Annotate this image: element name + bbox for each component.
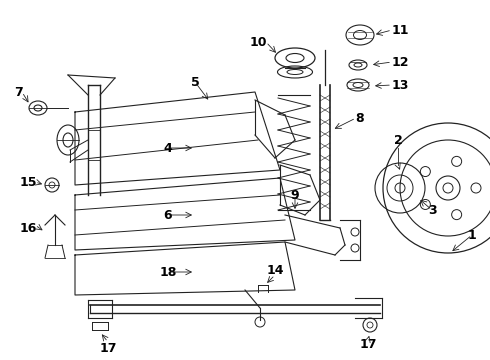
Text: 18: 18 — [159, 266, 177, 279]
Text: 3: 3 — [428, 203, 436, 216]
Text: 14: 14 — [266, 264, 284, 276]
Text: 17: 17 — [99, 342, 117, 355]
Text: 9: 9 — [291, 189, 299, 202]
Text: 7: 7 — [14, 86, 23, 99]
Text: 16: 16 — [19, 221, 37, 234]
Text: 12: 12 — [391, 55, 409, 68]
Text: 8: 8 — [356, 112, 364, 125]
Text: 1: 1 — [467, 229, 476, 242]
Text: 13: 13 — [392, 78, 409, 91]
Text: 5: 5 — [191, 76, 199, 89]
Text: 2: 2 — [393, 134, 402, 147]
Text: 10: 10 — [249, 36, 267, 49]
Text: 17: 17 — [359, 338, 377, 351]
Text: 6: 6 — [164, 208, 172, 221]
Text: 4: 4 — [164, 141, 172, 154]
Text: 15: 15 — [19, 176, 37, 189]
Text: 11: 11 — [391, 23, 409, 36]
